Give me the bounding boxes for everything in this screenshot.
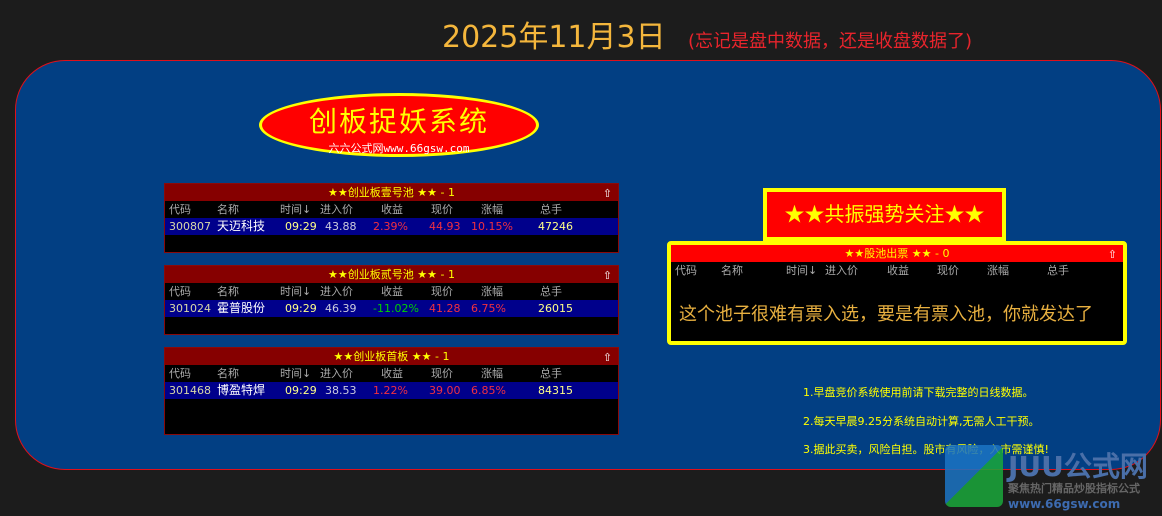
column-header[interactable]: 名称 <box>217 203 239 216</box>
empty-pool-message: 这个池子很难有票入选，要是有票入池，你就发达了 <box>679 304 1093 325</box>
column-headers: 代码 名称 时间↓ 进入价 收益 现价 涨幅 总手 <box>165 283 618 300</box>
cell-vol: 47246 <box>538 220 573 233</box>
column-header[interactable]: 总手 <box>540 203 562 216</box>
cell-code: 300807 <box>169 220 211 233</box>
pool-title: ★★创业板首板 ★★ - 1 <box>333 350 450 363</box>
cell-pnl: -11.02% <box>373 302 419 315</box>
cell-time: 09:29 <box>285 384 317 397</box>
watermark-url: www.66gsw.com <box>1008 497 1121 511</box>
col-code[interactable]: 代码 <box>675 264 697 277</box>
cell-time: 09:29 <box>285 302 317 315</box>
column-headers: 代码 名称 时间↓ 进入价 收益 现价 涨幅 总手 <box>165 201 618 218</box>
col-pnl[interactable]: 收益 <box>887 264 909 277</box>
date-note: (忘记是盘中数据，还是收盘数据了) <box>688 31 973 52</box>
table-row[interactable]: 301468 博盈特焊 09:29 38.53 1.22% 39.00 6.85% 84315 <box>165 382 618 399</box>
cell-pct: 6.85% <box>471 384 506 397</box>
cell-name: 霍普股份 <box>217 301 266 315</box>
stock-pool[interactable]: ★★创业板壹号池 ★★ - 1 ⇧ 代码 名称 时间↓ 进入价 收益 现价 涨幅 总手 3008… <box>164 183 619 253</box>
column-header[interactable]: 总手 <box>540 367 562 380</box>
pool-title: ★★创业板壹号池 ★★ - 1 <box>328 186 455 199</box>
cell-vol: 26015 <box>538 302 573 315</box>
column-header[interactable]: 时间↓ <box>280 285 312 298</box>
resonance-title: ★★共振强势关注★★ <box>763 188 1006 241</box>
logo-title: 创板捉妖系统 <box>308 105 489 138</box>
col-price[interactable]: 现价 <box>937 264 959 277</box>
cell-price: 39.00 <box>429 384 461 397</box>
table-row[interactable]: 300807 天迈科技 09:29 43.88 2.39% 44.93 10.15% 4724… <box>165 218 618 235</box>
col-entry[interactable]: 进入价 <box>825 264 858 277</box>
column-header[interactable]: 现价 <box>431 285 453 298</box>
column-header[interactable]: 时间↓ <box>280 203 312 216</box>
cell-pct: 6.75% <box>471 302 506 315</box>
watermark-logo-icon <box>945 445 1003 507</box>
cell-code: 301024 <box>169 302 211 315</box>
cell-pct: 10.15% <box>471 220 513 233</box>
logo-subtitle: 六六公式网www.66gsw.com <box>328 142 470 155</box>
cell-price: 41.28 <box>429 302 461 315</box>
watermark-name: JUU公式网 <box>1008 450 1148 483</box>
column-header[interactable]: 进入价 <box>320 367 353 380</box>
col-time[interactable]: 时间↓ <box>786 264 818 277</box>
arrow-up-icon[interactable]: ⇧ <box>1107 248 1117 261</box>
watermark-slogan: 聚焦热门精品炒股指标公式 <box>1008 482 1140 495</box>
cell-name: 天迈科技 <box>217 219 266 233</box>
cell-entry: 43.88 <box>325 220 357 233</box>
resonance-pool[interactable]: ★★股池出票 ★★ - 0 ⇧ 代码 名称 时间↓ 进入价 收益 现价 涨幅 总手 这个池子很难… <box>667 241 1127 345</box>
column-header[interactable]: 现价 <box>431 367 453 380</box>
column-header[interactable]: 现价 <box>431 203 453 216</box>
cell-time: 09:29 <box>285 220 317 233</box>
tip-2: 2.每天早晨9.25分系统自动计算,无需人工干预。 <box>803 415 1040 428</box>
system-logo: 创板捉妖系统 六六公式网www.66gsw.com <box>259 93 539 157</box>
column-header[interactable]: 进入价 <box>320 203 353 216</box>
tip-1: 1.早盘竞价系统使用前请下载完整的日线数据。 <box>803 386 1034 399</box>
column-headers: 代码 名称 时间↓ 进入价 收益 现价 涨幅 总手 <box>671 262 1123 279</box>
column-header[interactable]: 总手 <box>540 285 562 298</box>
column-header[interactable]: 收益 <box>381 203 403 216</box>
column-header[interactable]: 时间↓ <box>280 367 312 380</box>
column-header[interactable]: 收益 <box>381 285 403 298</box>
column-header[interactable]: 代码 <box>169 367 191 380</box>
column-header[interactable]: 代码 <box>169 203 191 216</box>
cell-pnl: 2.39% <box>373 220 408 233</box>
col-vol[interactable]: 总手 <box>1047 264 1069 277</box>
column-header[interactable]: 代码 <box>169 285 191 298</box>
stock-pool[interactable]: ★★创业板贰号池 ★★ - 1 ⇧ 代码 名称 时间↓ 进入价 收益 现价 涨幅 总手 3010… <box>164 265 619 335</box>
arrow-up-icon[interactable]: ⇧ <box>602 269 612 282</box>
column-headers: 代码 名称 时间↓ 进入价 收益 现价 涨幅 总手 <box>165 365 618 382</box>
cell-entry: 38.53 <box>325 384 357 397</box>
cell-code: 301468 <box>169 384 211 397</box>
arrow-up-icon[interactable]: ⇧ <box>602 187 612 200</box>
cell-entry: 46.39 <box>325 302 357 315</box>
cell-price: 44.93 <box>429 220 461 233</box>
column-header[interactable]: 名称 <box>217 285 239 298</box>
column-header[interactable]: 涨幅 <box>481 285 503 298</box>
column-header[interactable]: 进入价 <box>320 285 353 298</box>
column-header[interactable]: 名称 <box>217 367 239 380</box>
cell-name: 博盈特焊 <box>217 383 266 397</box>
stock-pool[interactable]: ★★创业板首板 ★★ - 1 ⇧ 代码 名称 时间↓ 进入价 收益 现价 涨幅 总手 30146… <box>164 347 619 435</box>
date-title: 2025年11月3日 <box>442 20 666 55</box>
col-name[interactable]: 名称 <box>721 264 743 277</box>
column-header[interactable]: 涨幅 <box>481 203 503 216</box>
arrow-up-icon[interactable]: ⇧ <box>602 351 612 364</box>
pool-title: ★★创业板贰号池 ★★ - 1 <box>328 268 455 281</box>
column-header[interactable]: 涨幅 <box>481 367 503 380</box>
pool-title: ★★股池出票 ★★ - 0 <box>844 247 950 260</box>
col-pct[interactable]: 涨幅 <box>987 264 1009 277</box>
table-row[interactable]: 301024 霍普股份 09:29 46.39 -11.02% 41.28 6.75% 260… <box>165 300 618 317</box>
cell-pnl: 1.22% <box>373 384 408 397</box>
column-header[interactable]: 收益 <box>381 367 403 380</box>
cell-vol: 84315 <box>538 384 573 397</box>
